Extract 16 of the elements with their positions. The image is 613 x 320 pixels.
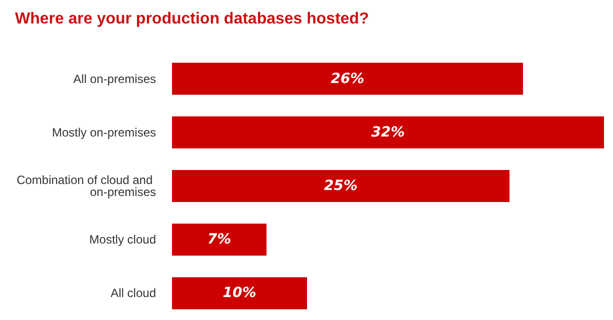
y-tick-label: Mostly cloud xyxy=(89,232,156,247)
bar xyxy=(172,224,266,256)
data-label: 32% xyxy=(371,124,405,140)
bar xyxy=(172,277,307,310)
data-label: 26% xyxy=(330,70,364,87)
data-label: 10% xyxy=(222,285,256,302)
chart-title: Where are your production databases hosted? xyxy=(15,10,369,28)
bar xyxy=(172,170,510,202)
y-tick-label: Mostly on-premises xyxy=(52,125,156,140)
bar xyxy=(172,62,523,95)
bar xyxy=(172,116,604,148)
y-tick-label: All on-premises xyxy=(73,72,156,86)
data-label: 7% xyxy=(207,232,232,248)
y-tick-label: All cloud xyxy=(110,286,156,300)
data-label: 25% xyxy=(324,178,358,194)
y-tick-label: Combination of cloud and on-premises xyxy=(16,173,156,199)
